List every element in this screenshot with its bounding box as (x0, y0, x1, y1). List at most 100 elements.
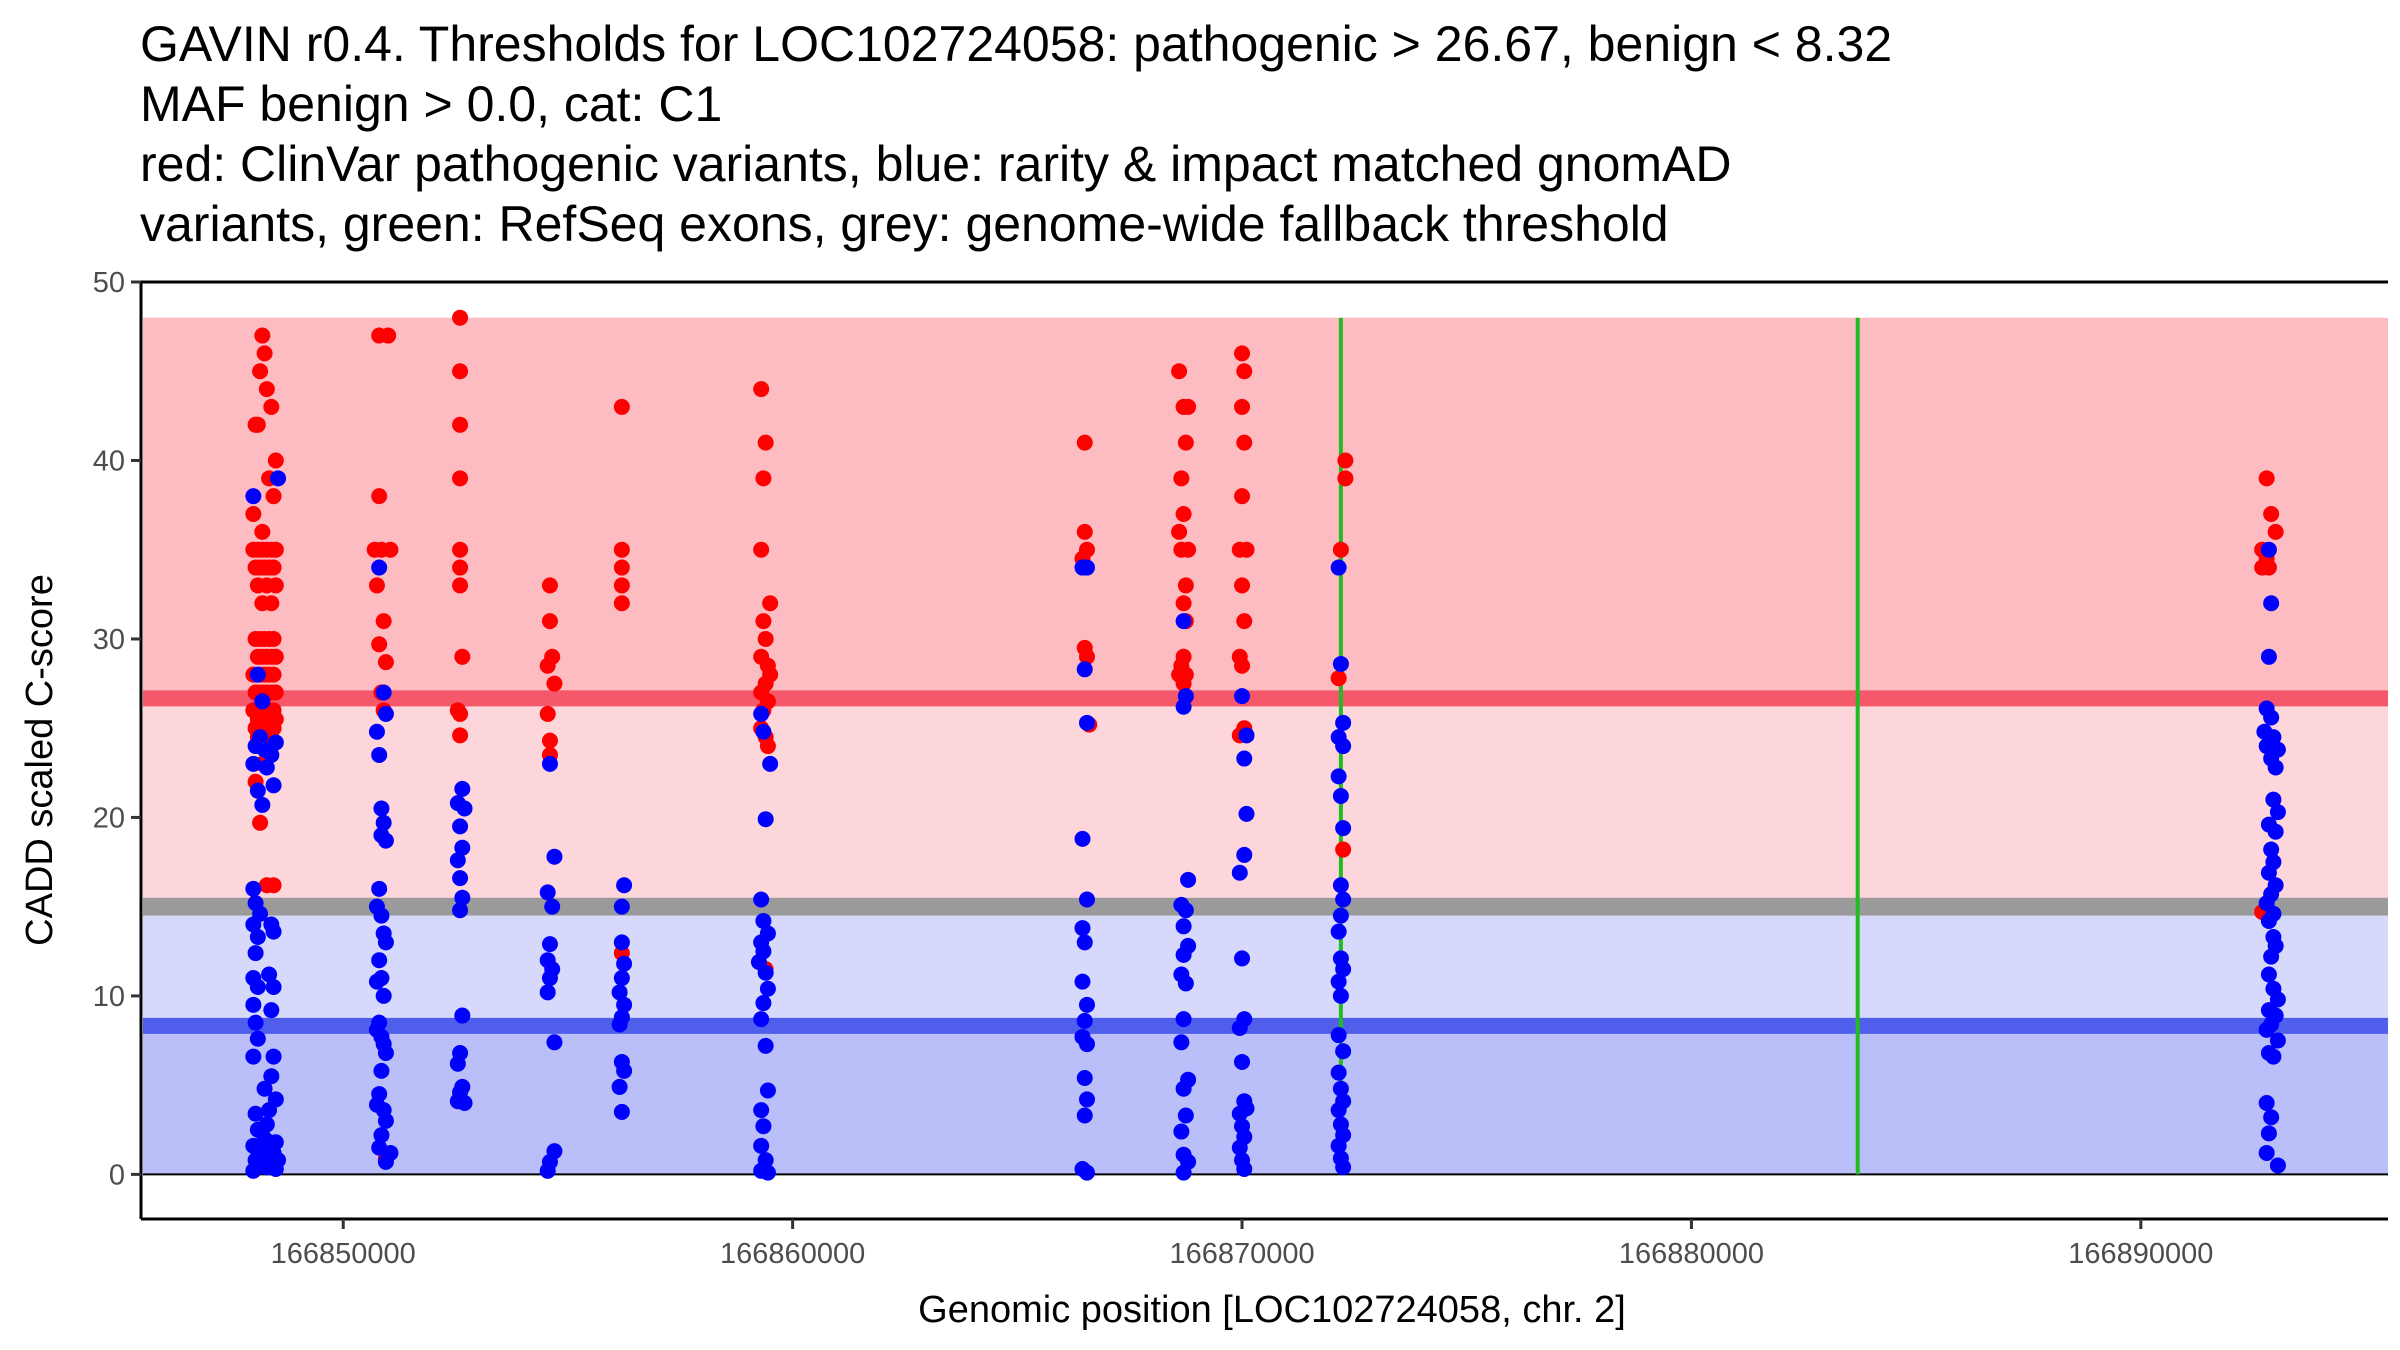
gnomad-point-167 (1175, 613, 1192, 630)
gnomad-point-105 (541, 936, 558, 953)
gnomad-point-80 (377, 1112, 394, 1129)
x-tick-label-4: 166890000 (2068, 1238, 2213, 1270)
gnomad-point-271 (2258, 1144, 2275, 1161)
gnomad-point-24 (249, 1030, 266, 1047)
clinvar-point-110 (753, 381, 770, 398)
clinvar-point-6 (263, 398, 280, 415)
y-axis-title: CADD scaled C-score (19, 574, 61, 946)
gnomad-point-130 (757, 811, 774, 828)
axes: 0 10 20 30 40 50 166850000 166860000 166870000 16… (93, 267, 2388, 1270)
gnomad-point-56 (368, 723, 385, 740)
gnomad-point-150 (1078, 559, 1095, 576)
gnomad-point-116 (613, 934, 630, 951)
clinvar-point-99 (539, 657, 556, 674)
clinvar-point-2 (252, 363, 269, 380)
clinvar-point-128 (1076, 434, 1093, 451)
gnomad-point-202 (1231, 1139, 1248, 1156)
gnomad-point-175 (1175, 946, 1192, 963)
gnomad-point-247 (2263, 841, 2280, 858)
clinvar-point-80 (371, 636, 388, 653)
clinvar-point-141 (1171, 523, 1188, 540)
gnomad-point-17 (245, 916, 262, 933)
chart-title: GAVIN r0.4. Thresholds for LOC102724058:… (140, 14, 2380, 254)
clinvar-point-22 (265, 559, 282, 576)
gnomad-point-69 (368, 973, 385, 990)
gnomad-point-232 (2260, 541, 2277, 558)
gnomad-point-246 (2267, 823, 2284, 840)
gnomad-point-2 (249, 666, 266, 683)
clinvar-point-107 (613, 577, 630, 594)
clinvar-point-71 (265, 877, 282, 894)
clinvar-point-111 (757, 434, 774, 451)
gnomad-point-126 (613, 1103, 630, 1120)
gnomad-point-236 (2263, 709, 2280, 726)
clinvar-point-69 (252, 814, 269, 831)
gnomad-point-191 (1236, 846, 1253, 863)
gnomad-point-50 (267, 1134, 284, 1151)
gnomad-point-152 (1078, 714, 1095, 731)
gnomad-point-122 (611, 1016, 628, 1033)
gnomad-point-85 (454, 780, 471, 797)
clinvar-point-92 (454, 648, 471, 665)
clinvar-point-170 (2258, 470, 2275, 487)
gnomad-point-199 (1231, 1105, 1248, 1122)
gnomad-point-159 (1076, 1012, 1093, 1029)
gnomad-point-148 (759, 1164, 776, 1181)
gnomad-point-21 (249, 978, 266, 995)
clinvar-point-159 (1234, 577, 1251, 594)
gnomad-point-96 (449, 1055, 466, 1072)
gnomad-point-90 (449, 852, 466, 869)
gnomad-point-193 (1234, 950, 1251, 967)
gnomad-point-119 (611, 984, 628, 1001)
clinvar-point-87 (452, 416, 469, 433)
gnomad-point-179 (1173, 1034, 1190, 1051)
gnomad-point-66 (377, 934, 394, 951)
clinvar-point-17 (267, 541, 284, 558)
gnomad-point-264 (2258, 1021, 2275, 1038)
gnomad-point-192 (1231, 864, 1248, 881)
clinvar-point-166 (1337, 470, 1354, 487)
gnomad-point-129 (762, 755, 779, 772)
gnomad-point-19 (247, 945, 264, 962)
gnomad-point-196 (1234, 1053, 1251, 1070)
gnomad-point-11 (267, 734, 284, 751)
gnomad-point-113 (539, 1162, 556, 1179)
gnomad-point-169 (1175, 698, 1192, 715)
gnomad-point-158 (1078, 996, 1095, 1013)
gnomad-point-154 (1078, 891, 1095, 908)
clinvar-point-91 (452, 577, 469, 594)
gnomad-point-59 (375, 814, 392, 831)
clinvar-point-169 (1335, 841, 1352, 858)
gnomad-point-187 (1234, 688, 1251, 705)
gnomad-point-88 (452, 818, 469, 835)
gnomad-point-224 (1332, 1080, 1349, 1097)
clinvar-point-129 (1076, 523, 1093, 540)
clinvar-point-74 (371, 488, 388, 505)
gnomad-point-182 (1177, 1107, 1194, 1124)
gnomad-point-214 (1335, 891, 1352, 908)
gnomad-point-244 (2269, 804, 2286, 821)
clinvar-point-101 (539, 705, 556, 722)
gnomad-point-55 (377, 705, 394, 722)
gnomad-point-128 (755, 723, 772, 740)
gnomad-point-215 (1332, 907, 1349, 924)
clinvar-point-154 (1234, 398, 1251, 415)
gnomad-point-145 (753, 1137, 770, 1154)
gnomad-point-178 (1175, 1011, 1192, 1028)
gnomad-point-27 (265, 923, 282, 940)
gnomad-point-186 (1175, 1164, 1192, 1181)
gnomad-point-54 (375, 684, 392, 701)
clinvar-point-167 (1332, 541, 1349, 558)
clinvar-point-27 (263, 595, 280, 612)
clinvar-point-102 (541, 732, 558, 749)
gnomad-point-211 (1332, 788, 1349, 805)
gnomad-point-138 (759, 980, 776, 997)
clinvar-point-81 (377, 654, 394, 671)
clinvar-point-143 (1173, 541, 1190, 558)
clinvar-point-116 (757, 630, 774, 647)
gnomad-point-30 (263, 1002, 280, 1019)
gnomad-point-220 (1332, 987, 1349, 1004)
clinvar-point-1 (256, 345, 273, 362)
gnomad-point-221 (1330, 1027, 1347, 1044)
gnomad-point-91 (452, 870, 469, 887)
